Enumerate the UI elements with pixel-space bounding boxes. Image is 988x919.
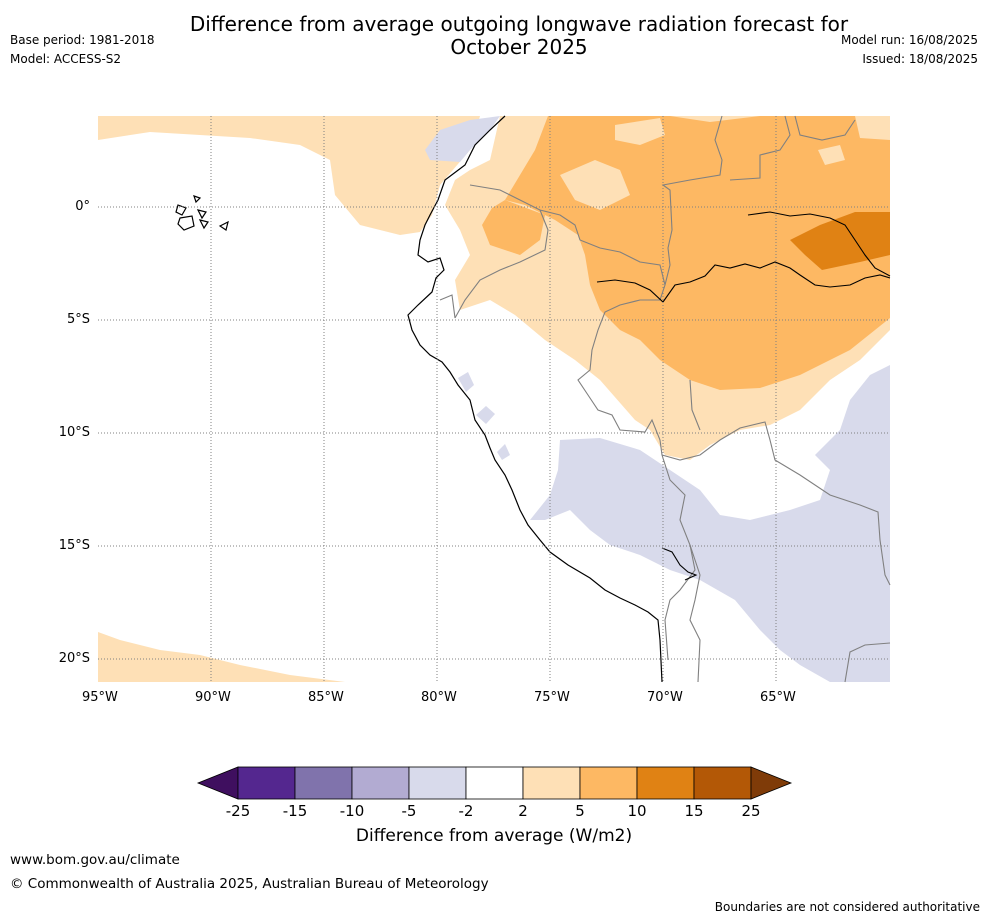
anomaly-region-neg5-neg2-spot-a: [458, 372, 474, 392]
anomaly-region-5-10-west: [482, 200, 545, 255]
lat-tick-5s: 5°S: [66, 312, 90, 327]
colorbar-label: -25: [225, 802, 251, 820]
footer-disclaimer: Boundaries are not considered authoritat…: [714, 900, 980, 914]
colorbar-bin-neg5-neg2: [408, 766, 467, 800]
anomaly-region-2-5-southwest: [98, 632, 345, 682]
anomaly-region-2-5-pocket-b: [560, 160, 630, 210]
lon-tick-95w: 95°W: [82, 690, 118, 705]
anomaly-region-2-5-pocket-a: [615, 118, 665, 145]
map-panel: [98, 115, 891, 683]
colorbar-bin-15-25: [693, 766, 752, 800]
colorbar-title: Difference from average (W/m2): [355, 826, 633, 846]
colorbar-label: 5: [575, 802, 585, 820]
anomaly-region-2-5-pocket-d: [818, 145, 845, 165]
anomaly-region-neg5-neg2-north: [425, 116, 500, 162]
lon-tick-90w: 90°W: [195, 690, 231, 705]
colorbar-bin-neg10-neg5: [351, 766, 410, 800]
lon-tick-75w: 75°W: [534, 690, 570, 705]
colorbar-extend-low: [196, 766, 239, 800]
colorbar: [196, 766, 793, 800]
colorbar-label: 15: [684, 802, 704, 820]
colorbar-bin-neg15-neg10: [294, 766, 353, 800]
lat-tick-0: 0°: [75, 199, 90, 214]
anomaly-region-2-5-pocket-c: [855, 116, 890, 140]
colorbar-label: -10: [339, 802, 365, 820]
colorbar-bin-5-10: [579, 766, 638, 800]
lat-tick-20s: 20°S: [58, 651, 90, 666]
anomaly-region-2-5-north: [98, 116, 480, 235]
colorbar-label: -15: [282, 802, 308, 820]
colorbar-bin-10-15: [636, 766, 695, 800]
footer-copyright: © Commonwealth of Australia 2025, Austra…: [10, 876, 489, 892]
page-title: Difference from average outgoing longwav…: [189, 12, 849, 59]
anomaly-region-neg5-neg2-spot-c: [497, 444, 510, 460]
lon-tick-70w: 70°W: [647, 690, 683, 705]
colorbar-bin-neg25-neg15: [237, 766, 296, 800]
lat-tick-10s: 10°S: [58, 425, 90, 440]
lon-tick-65w: 65°W: [760, 690, 796, 705]
colorbar-extend-high: [750, 766, 793, 800]
coastlines: [175, 115, 663, 683]
base-period-text: Base period: 1981-2018: [10, 33, 155, 47]
colorbar-label: -2: [458, 802, 474, 820]
colorbar-label: -5: [401, 802, 417, 820]
colorbar-bin-neg2-2: [465, 766, 524, 800]
anomaly-region-neg5-neg2-south: [530, 365, 890, 682]
colorbar-label: 25: [741, 802, 761, 820]
lon-tick-85w: 85°W: [308, 690, 344, 705]
footer-url: www.bom.gov.au/climate: [10, 852, 180, 868]
model-text: Model: ACCESS-S2: [10, 52, 122, 66]
colorbar-label: 2: [518, 802, 528, 820]
lat-tick-15s: 15°S: [58, 538, 90, 553]
issued-text: Issued: 18/08/2025: [862, 52, 978, 66]
colorbar-label: 10: [627, 802, 647, 820]
anomaly-region-neg5-neg2-spot-b: [476, 406, 495, 424]
lon-tick-80w: 80°W: [421, 690, 457, 705]
colorbar-bin-2-5: [522, 766, 581, 800]
rivers: [596, 211, 891, 581]
model-run-text: Model run: 16/08/2025: [840, 33, 978, 47]
graticule: [98, 116, 890, 682]
